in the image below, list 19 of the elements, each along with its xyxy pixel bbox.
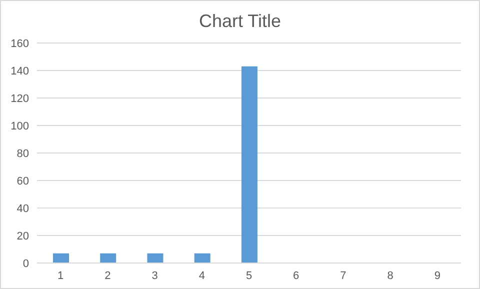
chart-title: Chart Title [198, 11, 282, 32]
y-tick-label: 100 [10, 120, 29, 132]
y-tick-label: 40 [16, 202, 29, 215]
x-tick-label: 3 [152, 270, 158, 282]
x-tick-label: 8 [387, 270, 394, 282]
y-tick-label: 0 [22, 258, 29, 270]
x-tick-label: 6 [293, 270, 300, 282]
x-tick-label: 7 [340, 270, 346, 282]
y-tick-label: 80 [16, 148, 29, 160]
x-tick-label: 2 [104, 270, 111, 282]
y-tick-label: 140 [10, 65, 29, 78]
x-tick-label: 9 [434, 270, 441, 282]
x-tick-label: 4 [198, 270, 205, 282]
x-tick-label: 5 [246, 270, 252, 282]
y-tick-label: 20 [16, 230, 29, 242]
y-tick-label: 60 [16, 175, 29, 188]
y-tick-label: 160 [10, 38, 29, 50]
y-tick-label: 120 [10, 92, 29, 105]
x-tick-label: 1 [57, 270, 64, 282]
